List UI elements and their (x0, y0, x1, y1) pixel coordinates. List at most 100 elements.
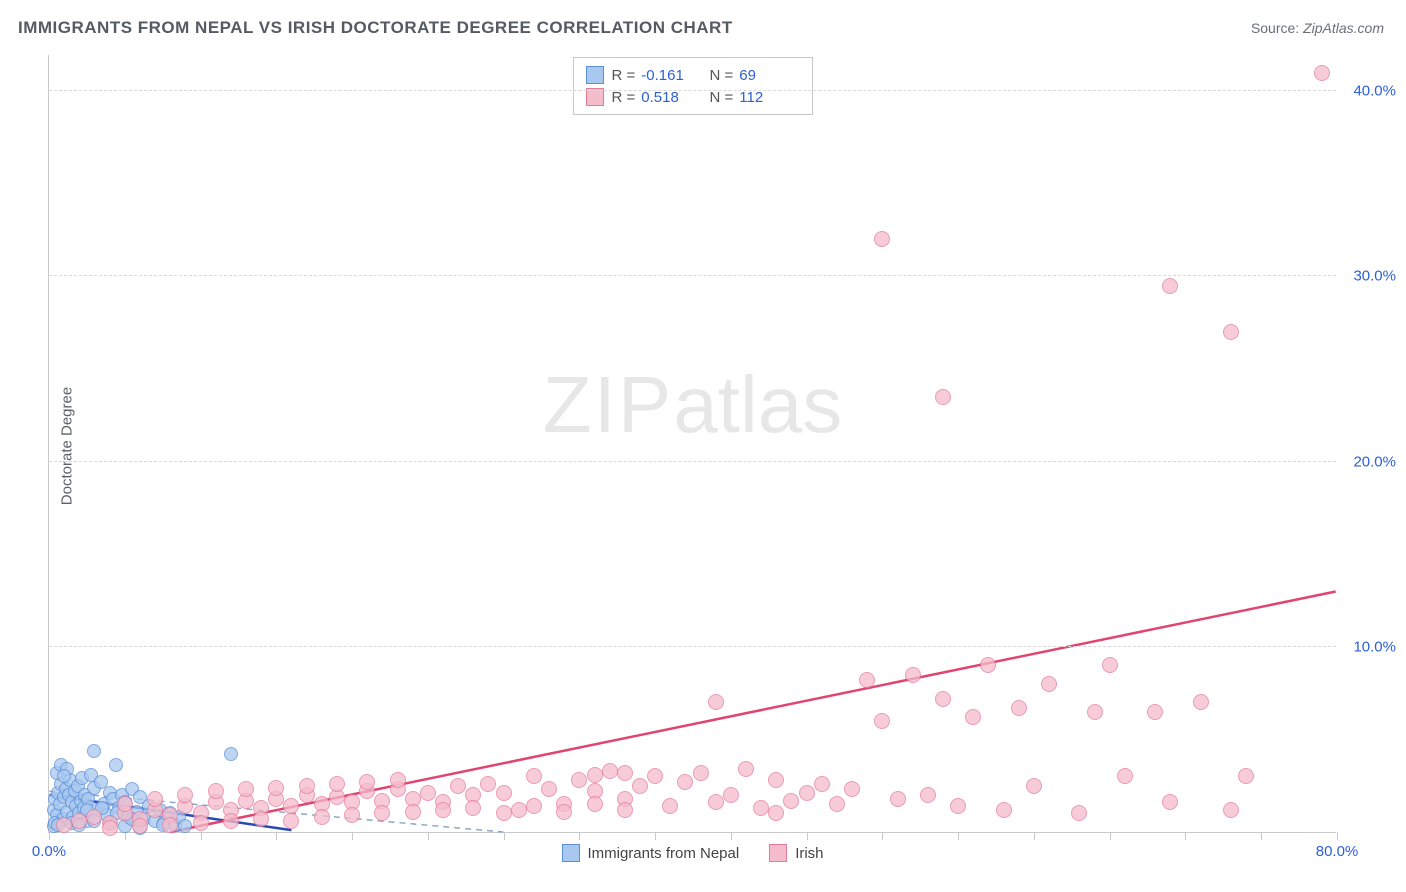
regression-lines (49, 55, 1336, 832)
x-tick (1110, 832, 1111, 840)
data-point-irish (965, 709, 981, 725)
data-point-irish (102, 820, 118, 836)
data-point-irish (526, 768, 542, 784)
correlation-legend: R = -0.161 N = 69 R = 0.518 N = 112 (573, 57, 813, 115)
data-point-irish (935, 389, 951, 405)
data-point-irish (1071, 805, 1087, 821)
data-point-irish (996, 802, 1012, 818)
data-point-irish (71, 813, 87, 829)
data-point-irish (420, 785, 436, 801)
data-point-irish (1193, 694, 1209, 710)
data-point-irish (435, 802, 451, 818)
r-value: -0.161 (641, 67, 684, 84)
x-tick (655, 832, 656, 840)
data-point-irish (162, 817, 178, 833)
x-tick (1337, 832, 1338, 840)
data-point-irish (193, 815, 209, 831)
swatch-nepal (561, 844, 579, 862)
scatter-plot-area: ZIPatlas R = -0.161 N = 69 R = 0.518 N =… (48, 55, 1336, 833)
x-tick (49, 832, 50, 840)
data-point-irish (920, 787, 936, 803)
data-point-irish (708, 694, 724, 710)
data-point-irish (1117, 768, 1133, 784)
data-point-nepal (87, 744, 101, 758)
series-legend: Immigrants from Nepal Irish (561, 844, 823, 862)
data-point-irish (177, 787, 193, 803)
legend-label-irish: Irish (795, 845, 823, 862)
data-point-nepal (178, 819, 192, 833)
data-point-irish (1011, 700, 1027, 716)
data-point-irish (662, 798, 678, 814)
data-point-irish (253, 811, 269, 827)
x-tick (731, 832, 732, 840)
data-point-irish (1223, 802, 1239, 818)
data-point-irish (1087, 704, 1103, 720)
data-point-irish (617, 802, 633, 818)
data-point-irish (1026, 778, 1042, 794)
gridline (49, 275, 1336, 276)
data-point-irish (1102, 657, 1118, 673)
data-point-nepal (224, 747, 238, 761)
data-point-nepal (109, 758, 123, 772)
x-tick (1034, 832, 1035, 840)
data-point-irish (299, 778, 315, 794)
data-point-irish (587, 767, 603, 783)
legend-label-nepal: Immigrants from Nepal (587, 845, 739, 862)
data-point-irish (268, 780, 284, 796)
y-tick-label: 40.0% (1353, 83, 1396, 100)
legend-row-nepal: R = -0.161 N = 69 (586, 64, 800, 86)
source-label: Source: (1251, 20, 1299, 36)
data-point-irish (905, 667, 921, 683)
data-point-irish (359, 774, 375, 790)
x-tick-label: 0.0% (32, 843, 66, 860)
data-point-irish (890, 791, 906, 807)
data-point-irish (753, 800, 769, 816)
data-point-irish (677, 774, 693, 790)
data-point-irish (783, 793, 799, 809)
data-point-irish (814, 776, 830, 792)
data-point-irish (132, 818, 148, 834)
data-point-irish (496, 785, 512, 801)
data-point-irish (86, 809, 102, 825)
data-point-irish (844, 781, 860, 797)
data-point-irish (480, 776, 496, 792)
data-point-irish (1314, 65, 1330, 81)
data-point-irish (980, 657, 996, 673)
x-tick-label: 80.0% (1316, 843, 1359, 860)
gridline (49, 646, 1336, 647)
y-tick-label: 10.0% (1353, 638, 1396, 655)
n-value: 69 (739, 67, 756, 84)
watermark-atlas: atlas (673, 360, 842, 449)
data-point-irish (1162, 278, 1178, 294)
data-point-irish (738, 761, 754, 777)
data-point-irish (723, 787, 739, 803)
swatch-nepal (586, 66, 604, 84)
data-point-irish (526, 798, 542, 814)
n-label: N = (710, 67, 734, 84)
data-point-irish (314, 809, 330, 825)
data-point-irish (1147, 704, 1163, 720)
data-point-irish (693, 765, 709, 781)
x-tick (1185, 832, 1186, 840)
swatch-irish (769, 844, 787, 862)
data-point-irish (647, 768, 663, 784)
data-point-irish (587, 796, 603, 812)
gridline (49, 90, 1336, 91)
data-point-irish (874, 713, 890, 729)
x-tick (352, 832, 353, 840)
nepal-r: R = -0.161 (612, 67, 702, 84)
chart-title: IMMIGRANTS FROM NEPAL VS IRISH DOCTORATE… (18, 18, 733, 38)
x-tick (276, 832, 277, 840)
data-point-irish (829, 796, 845, 812)
data-point-irish (950, 798, 966, 814)
data-point-irish (1162, 794, 1178, 810)
x-tick (201, 832, 202, 840)
data-point-irish (511, 802, 527, 818)
x-tick (504, 832, 505, 840)
data-point-irish (632, 778, 648, 794)
data-point-irish (1041, 676, 1057, 692)
data-point-irish (117, 796, 133, 812)
data-point-nepal (57, 769, 71, 783)
data-point-irish (708, 794, 724, 810)
x-tick (958, 832, 959, 840)
